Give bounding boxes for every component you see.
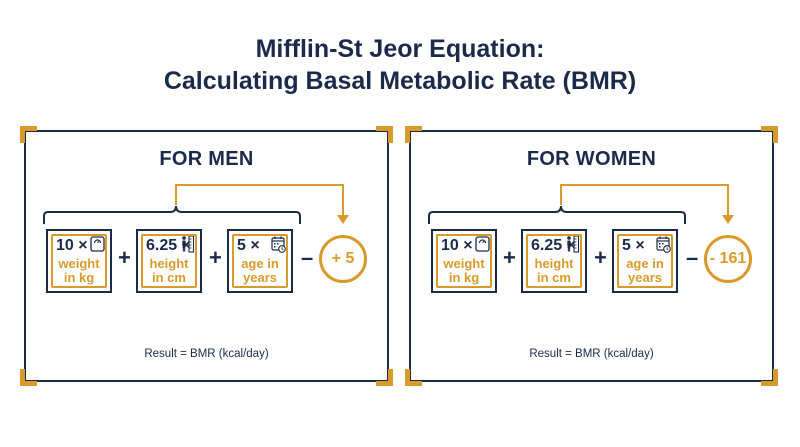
ruler-person-icon bbox=[182, 235, 195, 253]
scale-icon bbox=[90, 236, 105, 252]
corner-accent bbox=[761, 126, 778, 143]
plus-operator: + bbox=[118, 245, 131, 270]
age-label: age in bbox=[626, 256, 664, 271]
men-panel: FOR MEN 10 × weight in kg + 6.25 × heigh… bbox=[20, 126, 393, 386]
age-label: age in bbox=[241, 256, 279, 271]
age-term-box: 5 × age in years bbox=[227, 229, 293, 293]
age-term-box: 5 × age in years bbox=[612, 229, 678, 293]
height-term-box: 6.25 × height in cm bbox=[136, 229, 202, 293]
constant-circle: + 5 bbox=[319, 235, 367, 283]
result-text: Result = BMR (kcal/day) bbox=[529, 348, 654, 360]
plus-operator: + bbox=[209, 245, 222, 270]
age-unit: years bbox=[628, 270, 662, 285]
age-coefficient: 5 × bbox=[237, 237, 260, 254]
height-unit: in cm bbox=[537, 270, 571, 285]
minus-operator: – bbox=[686, 245, 699, 270]
corner-accent bbox=[761, 369, 778, 386]
age-coefficient: 5 × bbox=[622, 237, 645, 254]
age-unit: years bbox=[243, 270, 277, 285]
page-title-line1: Mifflin-St Jeor Equation: bbox=[255, 35, 545, 63]
men-brace-arrow bbox=[43, 184, 349, 224]
weight-term-box: 10 × weight in kg bbox=[431, 229, 497, 293]
weight-unit: in kg bbox=[63, 270, 95, 285]
calendar-clock-icon bbox=[271, 236, 286, 253]
weight-coefficient: 10 × bbox=[56, 237, 88, 254]
height-unit: in cm bbox=[152, 270, 186, 285]
women-panel: FOR WOMEN 10 × weight in kg + 6.25 × hei… bbox=[405, 126, 778, 386]
ruler-person-icon bbox=[567, 235, 580, 253]
height-label: height bbox=[534, 256, 574, 271]
men-heading: FOR MEN bbox=[159, 148, 254, 170]
women-heading: FOR WOMEN bbox=[526, 148, 657, 170]
corner-accent bbox=[376, 369, 393, 386]
height-term-box: 6.25 × height in cm bbox=[521, 229, 587, 293]
plus-operator: + bbox=[594, 245, 607, 270]
height-label: height bbox=[149, 256, 189, 271]
calendar-clock-icon bbox=[656, 236, 671, 253]
constant-circle: - 161 bbox=[704, 235, 752, 283]
scale-icon bbox=[475, 236, 490, 252]
weight-unit: in kg bbox=[448, 270, 480, 285]
weight-term-box: 10 × weight in kg bbox=[46, 229, 112, 293]
corner-accent bbox=[20, 369, 37, 386]
weight-label: weight bbox=[443, 256, 485, 271]
corner-accent bbox=[405, 126, 422, 143]
corner-accent bbox=[376, 126, 393, 143]
corner-accent bbox=[405, 369, 422, 386]
height-coefficient: 6.25 × bbox=[146, 237, 191, 254]
weight-coefficient: 10 × bbox=[441, 237, 473, 254]
women-brace-arrow bbox=[428, 184, 734, 224]
plus-operator: + bbox=[503, 245, 516, 270]
corner-accent bbox=[20, 126, 37, 143]
minus-operator: – bbox=[301, 245, 314, 270]
page-title-line2: Calculating Basal Metabolic Rate (BMR) bbox=[163, 67, 637, 95]
weight-label: weight bbox=[58, 256, 100, 271]
result-text: Result = BMR (kcal/day) bbox=[144, 348, 269, 360]
height-coefficient: 6.25 × bbox=[531, 237, 576, 254]
